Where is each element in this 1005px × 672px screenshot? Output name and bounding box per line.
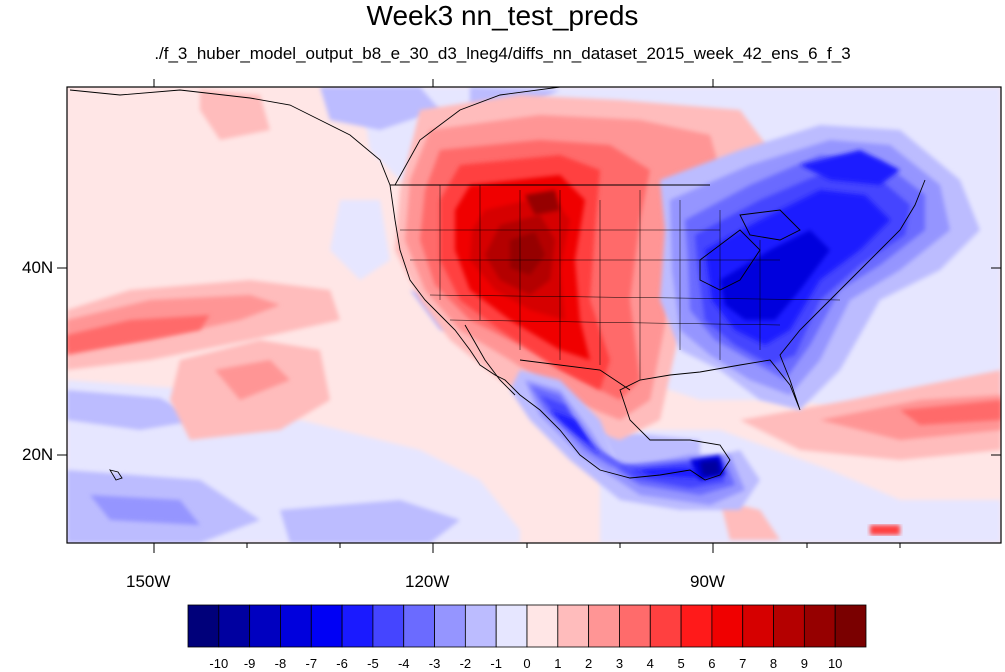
state-borders <box>400 185 841 380</box>
colorbar-tick-label: -4 <box>397 656 410 671</box>
colorbar-tick-label: 4 <box>646 656 654 671</box>
tick-marks <box>57 79 1001 553</box>
colorbar-swatch <box>249 604 281 648</box>
colorbar-tick-label: 7 <box>739 656 747 671</box>
lon-label-90w: 90W <box>690 572 725 591</box>
colorbar-tick-label: 5 <box>677 656 685 671</box>
lon-label-150w: 150W <box>126 572 171 591</box>
map-frame <box>66 86 1002 544</box>
colorbar-tick-label: -5 <box>367 656 379 671</box>
colorbar-swatch <box>341 604 374 648</box>
lat-label-40n: 40N <box>22 258 54 277</box>
colorbar-tick-label: 9 <box>800 656 808 671</box>
map-field <box>67 87 1001 543</box>
colorbar-swatch <box>588 604 620 648</box>
colorbar-swatch <box>403 604 435 648</box>
colorbar-tick-label: -6 <box>336 656 348 671</box>
colorbar-tick-label: 1 <box>554 656 562 671</box>
lat-label-20n: 20N <box>22 445 54 464</box>
colorbar-swatch <box>742 604 774 648</box>
colorbar-swatch <box>619 604 651 648</box>
colorbar-swatch <box>372 604 405 648</box>
colorbar-tick-label: -8 <box>274 656 287 671</box>
colorbar-tick-label: 6 <box>708 656 716 671</box>
colorbar-tick-label: -9 <box>243 656 256 671</box>
colorbar-swatch <box>557 604 590 648</box>
colorbar-swatch <box>649 604 682 648</box>
colorbar-tick-label: 3 <box>615 656 624 671</box>
colorbar-tick-label: 2 <box>585 656 593 671</box>
colorbar-swatch <box>434 604 466 648</box>
colorbar <box>187 604 867 648</box>
colorbar-swatch <box>680 604 713 648</box>
colorbar-swatch <box>773 604 805 648</box>
colorbar-swatch <box>803 604 836 648</box>
lon-label-120w: 120W <box>405 572 450 591</box>
colorbar-swatch <box>280 604 312 648</box>
colorbar-tick-label: -2 <box>459 656 472 671</box>
colorbar-tick-label: -3 <box>428 656 441 671</box>
colorbar-swatch <box>218 604 251 648</box>
colorbar-swatch <box>495 604 528 648</box>
colorbar-swatch <box>711 604 744 648</box>
colorbar-swatch <box>310 604 343 648</box>
colorbar-tick-label: 10 <box>827 656 843 671</box>
chart-title: Week3 nn_test_preds <box>366 0 639 31</box>
coastlines <box>69 87 926 481</box>
colorbar-swatch <box>834 604 867 648</box>
colorbar-tick-label: -10 <box>209 656 229 671</box>
colorbar-swatch <box>187 604 220 648</box>
colorbar-tick-label: -1 <box>490 656 502 671</box>
colorbar-swatch <box>464 604 497 648</box>
colorbar-swatch <box>526 604 559 648</box>
colorbar-tick-label: 8 <box>769 656 778 671</box>
chart-subtitle: ./f_3_huber_model_output_b8_e_30_d3_lneg… <box>154 44 851 63</box>
colorbar-tick-label: 0 <box>523 656 531 671</box>
colorbar-tick-label: -7 <box>305 656 318 671</box>
